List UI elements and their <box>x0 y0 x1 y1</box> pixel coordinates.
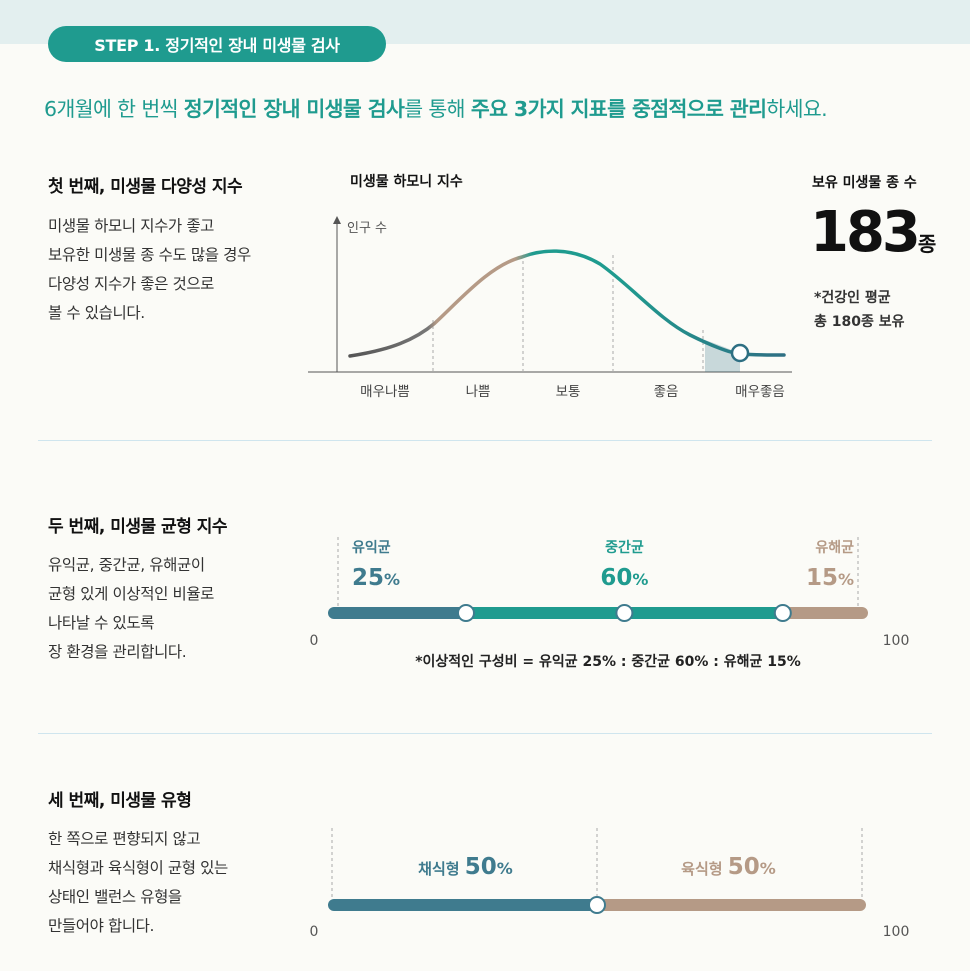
segment-label: 유익균 <box>352 539 391 556</box>
section2-desc-line: 유익균, 중간균, 유해균이 <box>48 556 205 574</box>
current-position-marker <box>730 343 750 363</box>
section2-description: 유익균, 중간균, 유해균이 균형 있게 이상적인 비율로 나타날 수 있도록 … <box>48 551 214 667</box>
section3-desc-line: 상태인 밸런스 유형을 <box>48 888 182 906</box>
segment-value: 25% <box>352 565 400 591</box>
step-badge: STEP 1. 정기적인 장내 미생물 검사 <box>48 26 386 62</box>
category-label: 매우좋음 <box>735 384 785 400</box>
section1-desc-line: 미생물 하모니 지수가 좋고 <box>48 217 215 235</box>
y-axis-label: 인구 수 <box>347 221 387 236</box>
section1-title: 첫 번째, 미생물 다양성 지수 <box>48 177 243 197</box>
axis-max-label: 100 <box>883 633 910 649</box>
category-labels: 매우나쁨 나쁨 보통 좋음 매우좋음 <box>360 384 785 400</box>
section2-desc-line: 균형 있게 이상적인 비율로 <box>48 585 215 603</box>
headline-part-1: 6개월에 한 번씩 <box>44 97 184 121</box>
segment-value: 15% <box>806 565 854 591</box>
category-label: 매우나쁨 <box>360 384 410 400</box>
segment-value: 60% <box>600 565 648 591</box>
harmony-chart-title: 미생물 하모니 지수 <box>350 173 463 190</box>
harmony-curve <box>348 249 786 358</box>
section3-title: 세 번째, 미생물 유형 <box>48 791 192 811</box>
category-label: 보통 <box>556 384 581 400</box>
type-label: 육식형 50% <box>681 854 776 880</box>
category-label: 좋음 <box>654 384 679 400</box>
section2-desc-line: 나타날 수 있도록 <box>48 614 155 632</box>
species-count-unit: 종 <box>917 232 937 256</box>
harmony-chart: 미생물 하모니 지수 인구 수 매우나쁨 나쁨 보통 좋음 매우좋음 <box>308 173 792 400</box>
category-label: 나쁨 <box>466 384 491 400</box>
section3-description: 한 쪽으로 편향되지 않고 채식형과 육식형이 균형 있는 상태인 밸런스 유형… <box>48 825 228 941</box>
section1-description: 미생물 하모니 지수가 좋고 보유한 미생물 종 수도 많을 경우 다양성 지수… <box>48 212 251 328</box>
headline-part-4: 주요 3가지 지표를 중점적으로 관리 <box>470 97 767 121</box>
segment-label: 유해균 <box>815 540 854 556</box>
section-divider <box>38 733 932 734</box>
section1-desc-line: 보유한 미생물 종 수도 많을 경우 <box>48 246 251 264</box>
segment-marker <box>457 604 475 622</box>
headline-part-5: 하세요. <box>766 97 828 121</box>
section3-desc-line: 채식형과 육식형이 균형 있는 <box>48 859 228 877</box>
type-label: 채식형 50% <box>418 854 513 880</box>
segment-label: 중간균 <box>605 539 644 556</box>
section2-desc-line: 장 환경을 관리합니다. <box>48 643 187 661</box>
note-line: 총 180종 보유 <box>814 314 905 330</box>
note-line: *건강인 평균 <box>814 290 891 306</box>
section1-desc-line: 다양성 지수가 좋은 것으로 <box>48 275 215 293</box>
ideal-ratio-footnote: *이상적인 구성비 = 유익균 25% : 중간균 60% : 유해균 15% <box>415 653 801 670</box>
section2-title: 두 번째, 미생물 균형 지수 <box>48 517 228 537</box>
balance-bar-chart: 0 100 *이상적인 구성비 = 유익균 25% : 중간균 60% : 유해… <box>310 537 910 670</box>
healthy-average-note: *건강인 평균 총 180종 보유 <box>814 286 905 334</box>
y-axis-arrow <box>333 216 341 224</box>
species-label: 보유 미생물 종 수 <box>812 175 917 191</box>
axis-min-label: 0 <box>310 633 319 649</box>
section3-desc-line: 만들어야 합니다. <box>48 917 155 935</box>
section1-desc-line: 볼 수 있습니다. <box>48 304 145 322</box>
section3-desc-line: 한 쪽으로 편향되지 않고 <box>48 830 201 848</box>
axis-min-label: 0 <box>310 924 319 940</box>
type-marker <box>588 896 606 914</box>
headline-part-3: 를 통해 <box>404 97 471 121</box>
segment-marker <box>615 604 634 622</box>
species-count: 183종 <box>810 200 936 265</box>
axis-max-label: 100 <box>883 924 910 940</box>
highlight-area <box>705 340 740 372</box>
headline: 6개월에 한 번씩 정기적인 장내 미생물 검사를 통해 주요 3가지 지표를 … <box>44 92 828 122</box>
segment-marker <box>773 604 792 622</box>
type-bar-chart: 0 100 채식형 50% 육식형 50% <box>310 828 910 940</box>
headline-part-2: 정기적인 장내 미생물 검사 <box>183 97 405 121</box>
section-divider <box>38 440 932 441</box>
species-count-value: 183 <box>810 200 921 265</box>
